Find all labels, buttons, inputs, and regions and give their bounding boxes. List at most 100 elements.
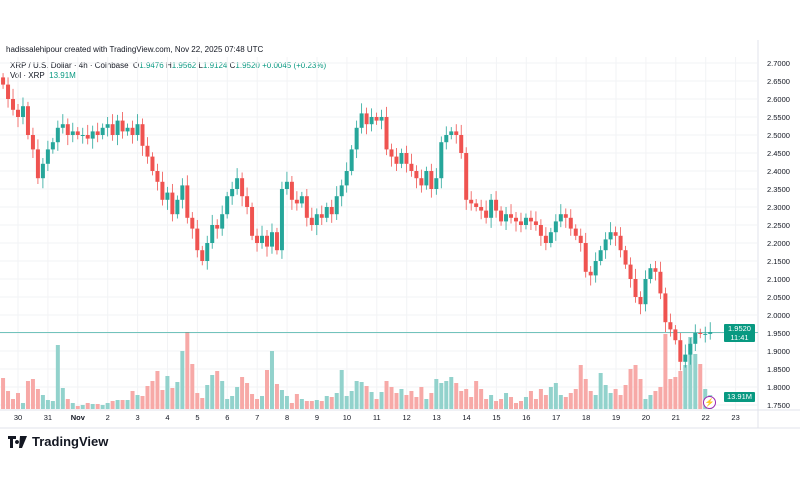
volume-bar <box>563 397 568 409</box>
x-tick-label: 9 <box>315 413 319 422</box>
candle-body <box>215 225 220 229</box>
candle-body <box>150 156 155 171</box>
volume-bar <box>424 399 429 409</box>
volume-bar <box>255 399 260 409</box>
x-tick-label: 8 <box>285 413 289 422</box>
volume-bar <box>533 399 538 409</box>
tradingview-logo[interactable]: TradingView <box>8 434 108 449</box>
volume-bar <box>404 395 409 409</box>
volume-bar <box>230 396 235 409</box>
candle-body <box>553 221 558 233</box>
volume-bar <box>578 365 583 409</box>
volume-bar <box>334 393 339 409</box>
volume-bar <box>16 393 20 409</box>
candle-body <box>419 178 424 186</box>
candle-body <box>484 210 489 218</box>
candle-body <box>160 181 165 200</box>
volume-bar <box>543 395 548 409</box>
candle-body <box>658 271 663 294</box>
volume-bar <box>274 384 279 409</box>
candle-body <box>225 196 230 215</box>
volume-bar <box>180 351 185 409</box>
candle-body <box>424 171 429 186</box>
volume-bar <box>658 387 663 409</box>
volume-bar <box>698 364 703 409</box>
volume-bar <box>394 393 399 409</box>
x-tick-label: 18 <box>582 413 590 422</box>
volume-bar <box>245 383 250 409</box>
volume-bar <box>653 391 658 409</box>
volume-bar <box>220 381 225 409</box>
x-tick-label: 21 <box>672 413 680 422</box>
volume-bar <box>235 387 240 409</box>
volume-bar <box>444 381 449 409</box>
y-tick-label: 2.4000 <box>767 167 790 176</box>
candle-body <box>623 250 628 265</box>
volume-bar <box>324 396 329 409</box>
candle-body <box>230 189 235 197</box>
candle-body <box>543 235 548 243</box>
candle-body <box>578 235 583 243</box>
candle-body <box>195 228 200 251</box>
candle-body <box>673 329 678 341</box>
candle-body <box>663 293 668 323</box>
candle-body <box>638 297 643 305</box>
candle-body <box>299 196 304 204</box>
candle-body <box>260 235 265 243</box>
x-tick-label: 6 <box>225 413 229 422</box>
volume-bar <box>359 382 364 409</box>
candle-body <box>20 106 25 117</box>
ohlc-open: 1.9476 <box>139 61 164 70</box>
volume-bar <box>464 389 469 409</box>
candle-body <box>618 235 623 251</box>
volume-bar <box>30 379 35 409</box>
candle-body <box>180 185 185 200</box>
volume-bar <box>175 382 180 409</box>
candle-body <box>16 109 20 117</box>
x-tick-label: 22 <box>702 413 710 422</box>
x-tick-label: 14 <box>462 413 470 422</box>
candle-body <box>683 354 688 362</box>
candle-body <box>170 192 175 215</box>
price-chart[interactable]: 2.7000 2.6500 2.6000 2.5500 2.5000 2.4500 2.40… <box>0 0 800 430</box>
volume-bar <box>6 391 11 409</box>
volume-bar <box>115 400 120 409</box>
candle-body <box>30 135 35 150</box>
volume-bar <box>185 332 190 409</box>
candle-body <box>140 124 145 146</box>
volume-bar <box>205 385 210 409</box>
volume-bar <box>70 403 75 409</box>
volume-bar <box>210 375 215 409</box>
volume-bar <box>35 389 40 409</box>
lightning-event-icon[interactable]: ⚡ <box>703 396 716 409</box>
volume-bar <box>399 389 404 409</box>
volume-bar <box>683 365 688 409</box>
volume-bar <box>105 403 110 409</box>
candle-body <box>379 117 384 121</box>
y-tick-label: 1.9000 <box>767 347 790 356</box>
candle-body <box>389 149 394 157</box>
volume-bar <box>130 391 135 409</box>
y-tick-label: 2.6500 <box>767 77 790 86</box>
candle-body <box>464 153 469 200</box>
x-tick-label: 19 <box>612 413 620 422</box>
ohlc-high-label: H <box>165 61 172 70</box>
candle-body <box>708 332 713 334</box>
candle-body <box>210 225 215 243</box>
candle-body <box>429 171 434 189</box>
ohlc-close: 1.9520 <box>235 61 260 70</box>
volume-bar <box>190 364 195 409</box>
candle-body <box>269 232 274 247</box>
volume-bar <box>469 397 474 409</box>
volume-bar <box>553 383 558 409</box>
volume-bar <box>250 394 255 409</box>
volume-bar <box>514 403 518 409</box>
volume-bar <box>135 395 140 409</box>
volume-bar <box>90 404 95 409</box>
symbol-title[interactable]: XRP / U.S. Dollar · 4h · Coinbase <box>10 61 129 70</box>
ohlc-low-label: L <box>198 61 203 70</box>
volume-bar <box>200 398 205 409</box>
ohlc-open-label: O <box>133 61 140 70</box>
volume-bar <box>314 400 319 409</box>
volume-bar <box>260 396 265 409</box>
